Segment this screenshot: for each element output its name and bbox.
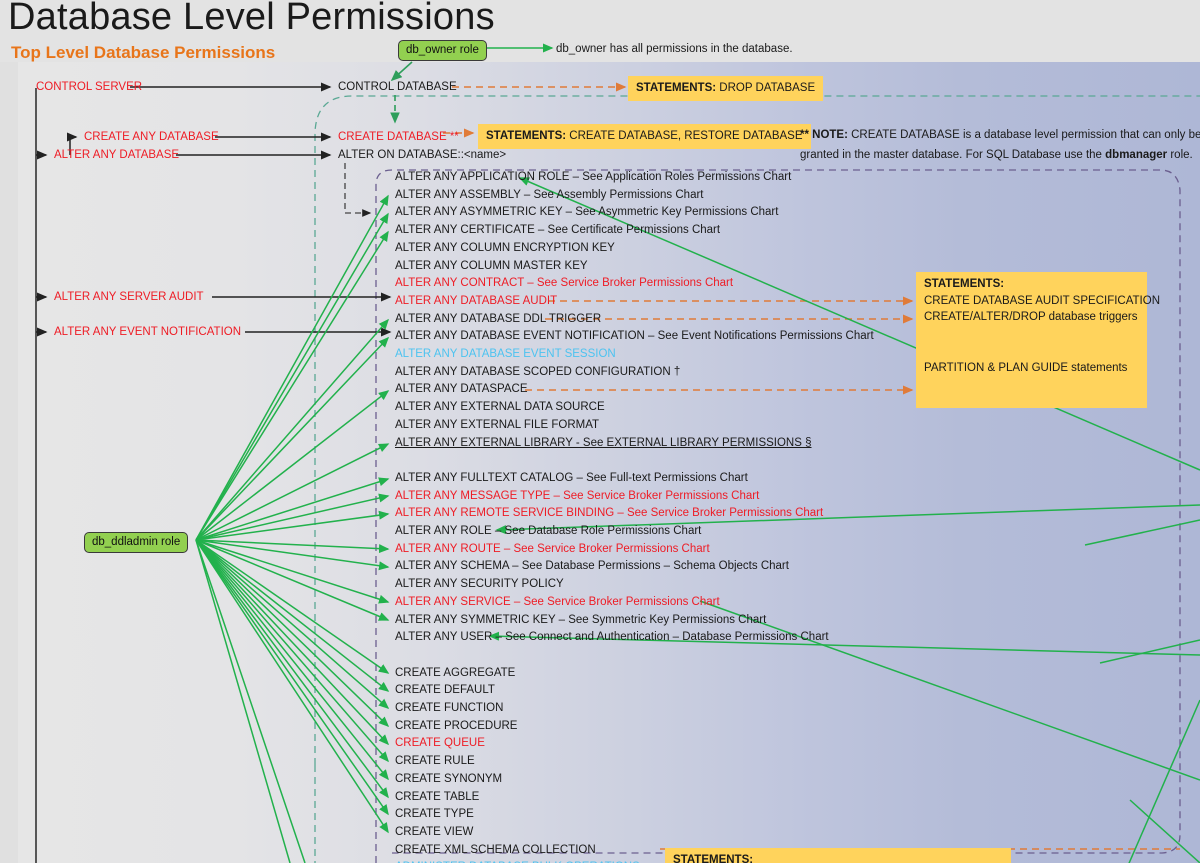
statement-box-drop-database: STATEMENTS: DROP DATABASE <box>628 76 824 101</box>
permission-item[interactable]: ALTER ANY FULLTEXT CATALOG – See Full-te… <box>395 471 748 484</box>
statement-text: CREATE DATABASE, RESTORE DATABASE <box>566 130 803 142</box>
permission-item[interactable]: CREATE AGGREGATE <box>395 666 516 679</box>
permission-item[interactable]: ALTER ANY SECURITY POLICY <box>395 578 564 591</box>
statement-text: DROP DATABASE <box>716 82 816 94</box>
permission-item[interactable]: ALTER ANY ASYMMETRIC KEY – See Asymmetri… <box>395 206 779 219</box>
statement-text: PARTITION & PLAN GUIDE statements <box>924 362 1128 375</box>
note-line1: CREATE DATABASE is a database level perm… <box>847 129 1200 141</box>
statement-text: CREATE DATABASE AUDIT SPECIFICATION <box>924 294 1161 307</box>
role-box-db-ddladmin[interactable]: db_ddladmin role <box>84 532 189 553</box>
permission-item[interactable]: ALTER ANY REMOTE SERVICE BINDING – See S… <box>395 507 824 520</box>
permission-item[interactable]: ALTER ANY COLUMN MASTER KEY <box>395 259 588 272</box>
permission-item[interactable]: CREATE RULE <box>395 755 475 768</box>
statement-label: STATEMENTS: <box>486 130 567 142</box>
statement-text: CREATE/ALTER/DROP database triggers <box>924 311 1138 324</box>
permission-item[interactable]: CREATE PROCEDURE <box>395 719 518 732</box>
permission-item[interactable]: ALTER ANY CERTIFICATE – See Certificate … <box>395 224 721 237</box>
permission-item[interactable]: ALTER ANY CONTRACT – See Service Broker … <box>395 277 734 290</box>
permission-item[interactable]: CREATE XML SCHEMA COLLECTION <box>395 843 596 856</box>
header-background <box>0 0 1200 62</box>
perm-alter-on-database[interactable]: ALTER ON DATABASE::<name> <box>338 149 507 161</box>
perm-alter-any-database[interactable]: ALTER ANY DATABASE <box>54 149 180 161</box>
left-margin-strip <box>0 62 18 863</box>
permission-item[interactable]: CREATE TYPE <box>395 808 474 821</box>
note-line2-pre: granted in the master database. For SQL … <box>800 149 1106 162</box>
note-label: ** NOTE: <box>800 129 848 141</box>
statement-box-create-database: STATEMENTS: CREATE DATABASE, RESTORE DAT… <box>478 124 811 149</box>
permission-item[interactable]: ALTER ANY APPLICATION ROLE – See Applica… <box>395 171 792 183</box>
statement-box-audit-triggers: STATEMENTS: CREATE DATABASE AUDIT SPECIF… <box>916 272 1161 408</box>
permission-item[interactable]: ALTER ANY EXTERNAL DATA SOURCE <box>395 401 605 414</box>
role-box-db-owner[interactable]: db_owner role <box>398 40 487 61</box>
permission-item[interactable]: ALTER ANY ROLE – See Database Role Permi… <box>395 525 702 537</box>
perm-create-any-database[interactable]: CREATE ANY DATABASE <box>84 131 219 143</box>
statement-box-bottom: STATEMENTS: <box>665 848 1011 863</box>
permission-item[interactable]: CREATE DEFAULT <box>395 684 495 697</box>
permission-item[interactable]: ALTER ANY ROUTE – See Service Broker Per… <box>395 542 710 555</box>
perm-create-database[interactable]: CREATE DATABASE ** <box>338 131 459 143</box>
statement-label: STATEMENTS: <box>636 82 717 94</box>
permission-item[interactable]: ALTER ANY COLUMN ENCRYPTION KEY <box>395 241 615 254</box>
permission-item[interactable]: ALTER ANY EXTERNAL FILE FORMAT <box>395 418 600 431</box>
permission-item[interactable]: ALTER ANY DATABASE EVENT NOTIFICATION – … <box>395 330 874 343</box>
permission-item[interactable]: ALTER ANY DATABASE EVENT SESSION <box>395 348 616 360</box>
permission-item[interactable]: ALTER ANY MESSAGE TYPE – See Service Bro… <box>395 489 760 502</box>
permission-item[interactable]: CREATE VIEW <box>395 825 474 838</box>
note-line2-post: role. <box>1167 149 1193 162</box>
perm-control-database[interactable]: CONTROL DATABASE <box>338 81 457 93</box>
perm-alter-any-event-notification[interactable]: ALTER ANY EVENT NOTIFICATION <box>54 326 242 338</box>
statement-label: STATEMENTS: <box>924 278 1005 290</box>
permission-item[interactable]: ALTER ANY EXTERNAL LIBRARY - See EXTERNA… <box>395 436 812 449</box>
permission-item[interactable]: ALTER ANY DATABASE SCOPED CONFIGURATION … <box>395 365 681 378</box>
perm-control-server[interactable]: CONTROL SERVER <box>36 81 143 93</box>
permission-item[interactable]: CREATE SYNONYM <box>395 772 503 785</box>
db-owner-note: db_owner has all permissions in the data… <box>556 43 793 55</box>
permission-item[interactable]: ALTER ANY DATABASE DDL TRIGGER <box>395 312 602 325</box>
permission-item[interactable]: ALTER ANY SERVICE – See Service Broker P… <box>395 595 720 608</box>
statement-spacer <box>924 326 1139 360</box>
permission-item[interactable]: ADMINISTER DATABASE BULK OPERATIONS <box>395 862 640 863</box>
page-title: Database Level Permissions <box>8 0 495 38</box>
permission-item[interactable]: ALTER ANY USER – See Connect and Authent… <box>395 631 829 644</box>
create-database-note: ** NOTE: CREATE DATABASE is a database l… <box>800 125 1200 165</box>
permission-item[interactable]: ALTER ANY SYMMETRIC KEY – See Symmetric … <box>395 613 767 626</box>
permission-item[interactable]: CREATE FUNCTION <box>395 702 504 714</box>
permission-item[interactable]: ALTER ANY SCHEMA – See Database Permissi… <box>395 560 789 573</box>
permission-item[interactable]: ALTER ANY DATASPACE <box>395 383 528 396</box>
permission-item[interactable]: CREATE QUEUE <box>395 737 485 750</box>
permission-item[interactable]: CREATE TABLE <box>395 790 480 803</box>
permission-item[interactable]: ALTER ANY DATABASE AUDIT <box>395 294 558 307</box>
note-dbmanager: dbmanager <box>1105 149 1168 162</box>
permission-item[interactable]: ALTER ANY ASSEMBLY – See Assembly Permis… <box>395 188 704 201</box>
page-subtitle: Top Level Database Permissions <box>11 43 276 62</box>
perm-alter-any-server-audit[interactable]: ALTER ANY SERVER AUDIT <box>54 291 204 303</box>
